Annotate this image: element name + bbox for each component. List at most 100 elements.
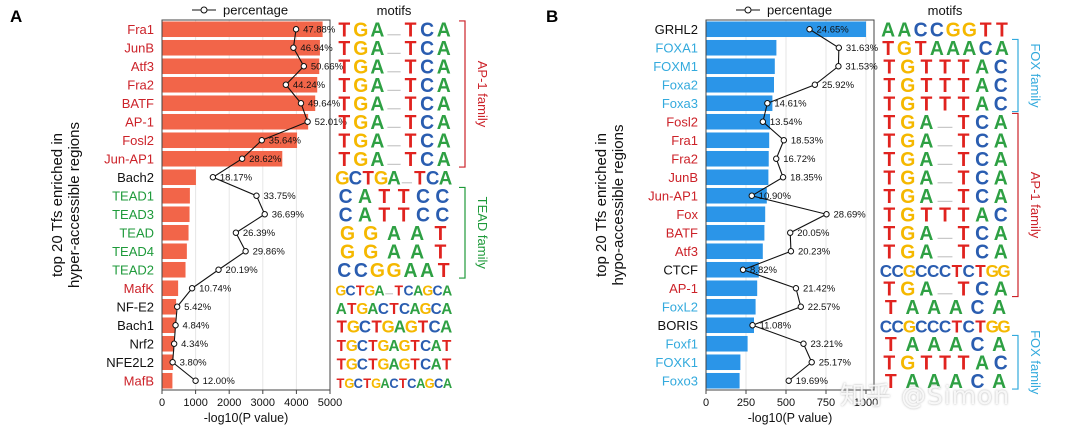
panel-a-category-label: MafK [124,281,155,296]
panel-a-bar [162,243,187,260]
panel-b-motif-letter: T [952,316,963,336]
panel-a-motif-letter: A [431,356,442,373]
panel-b-percentage-label: 10.90% [759,191,792,202]
panel-b-motif-letter: T [939,352,951,375]
panel-b-motif-letter: T [939,75,951,98]
panel-b-percentage-point [780,137,788,144]
panel-b-family-bracket [1012,38,1019,113]
panel-b-motif-letter: C [994,93,1008,116]
panel-a-bar [162,224,189,241]
panel-b-motif-letter: T [958,186,970,209]
panel-a-motif-letter: A [387,223,401,246]
panel-b-motif-letter: A [949,371,963,394]
panel-b-motif-letter: A [975,204,989,227]
panel-b-motif-letter: A [992,334,1006,357]
panel-a-motif-letter: T [410,338,420,355]
panel-b-motif-letter: A [994,130,1008,153]
panel-b-motif-letter: T [958,352,970,375]
panel-a-family-label: AP-1 family [475,61,490,128]
panel-b-motif-letter: A [992,297,1006,320]
panel-a-motif-letter: T [414,168,426,190]
panel-a-bar [162,335,175,352]
panel-b-motif-letter: C [927,261,940,281]
panel-a-motif-letter: G [425,376,435,391]
panel-b-motif-letter: T [958,93,970,116]
panel-b-letter: B [546,7,558,26]
panel-b-motif-letter: A [881,19,895,42]
panel-b-percentage-point [748,192,755,199]
panel-a-percentage-label: 5.42% [184,302,211,313]
panel-b-motif-letter: T [939,204,951,227]
panel-a-category-label: NF-E2 [116,299,154,314]
panel-a-motifs-title: motifs [377,3,412,18]
panel-b-motif-letter: G [900,75,915,98]
panel-b-motif-letter: T [883,75,895,98]
panel-a-motif-letter: T [438,260,450,283]
panel-b-percentage-point [764,100,771,107]
panel-a-motif-letter: A [370,112,384,135]
panel-b-percentage-point [785,377,792,384]
panel-a-motif-letter: A [437,130,451,153]
panel-a-percentage-label: 47.88% [303,25,336,36]
panel-b-motif-letter: C [892,261,905,281]
panel-a-motif-letter: G [346,338,358,355]
panel-a-motif-letter: C [407,376,417,391]
panel-b-xlabel: -log10(P value) [748,411,833,425]
panel-b-bar [706,261,759,278]
panel-a-xtick-label: 1000 [183,397,207,409]
panel-a-percentage-point [188,285,196,292]
panel-b-percentage-point [823,211,830,218]
panel-b-percentage-point [739,266,747,273]
panel-a-percentage-point [192,377,199,384]
panel-a-motif-letter: C [354,376,364,391]
panel-b-category-label: Foxa3 [662,96,698,111]
panel-a-bar [162,76,318,93]
panel-a-motif-letter: A [443,376,453,391]
panel-b-category-label: Fosl2 [666,114,698,129]
panel-a-motif-letter: T [356,283,365,299]
panel-a-motif-letter: G [340,241,355,264]
panel-b-motif-letter: T [882,38,894,61]
panel-a-motif-letter: G [340,223,355,246]
panel-b-motif-letter: C [994,204,1008,227]
panel-a-percentage-point [242,248,249,255]
panel-b-motif-letter: A [919,241,933,264]
panel-b-motif-letter: T [883,223,895,246]
panel-b-motif-letter: A [975,352,989,375]
panel-b-percentage-point [787,248,795,255]
panel-a-bar [162,95,316,112]
panel-a-motif-letter: C [357,356,368,373]
panel-a-xtick-label: 0 [159,397,165,409]
panel-b-motif-letter: A [994,149,1008,172]
panel-b-percentage-label: 19.69% [796,376,829,387]
panel-a-motif-letter: A [387,241,401,264]
panel-a-percentage-point [238,155,246,162]
panel-b-bar [706,280,758,297]
panel-a-motif-letter: A [410,241,424,264]
panel-b-bar [706,335,748,352]
panel-b-motif-letter: A [919,130,933,153]
panel-a-motif-letter: T [442,338,452,355]
panel-b-motif-letter: G [900,149,915,172]
panel-b-motif-letter: A [994,186,1008,209]
panel-a-motif-letter: C [420,356,431,373]
panel-a-percentage-label: 46.94% [300,43,333,54]
panel-a-motif-letter: G [353,75,368,98]
panel-b-motif-letter: G [903,261,916,281]
panel-b-percentage-label: 24.65% [817,25,850,36]
panel-a-motif-letter: T [378,186,390,209]
panel-a-motif-letter: T [338,38,350,61]
panel-a-xtick-label: 5000 [318,397,342,409]
panel-b-motif-letter: C [975,241,989,264]
panel-a-bar [162,39,320,56]
panel-b-family-label: AP-1 family [1028,172,1043,239]
panel-b-motif-letter: G [900,56,915,79]
panel-b-motif-letter: T [958,130,970,153]
panel-b-motif-letter: A [975,75,989,98]
panel-a-motif-letter: A [370,130,384,153]
panel-a-category-label: TEAD2 [112,262,154,277]
panel-a-percentage-point [173,303,181,310]
panel-b-category-label: Foxa2 [662,77,698,92]
panel-a-category-label: TEAD4 [112,244,154,259]
panel-a-percentage-point [290,44,297,51]
